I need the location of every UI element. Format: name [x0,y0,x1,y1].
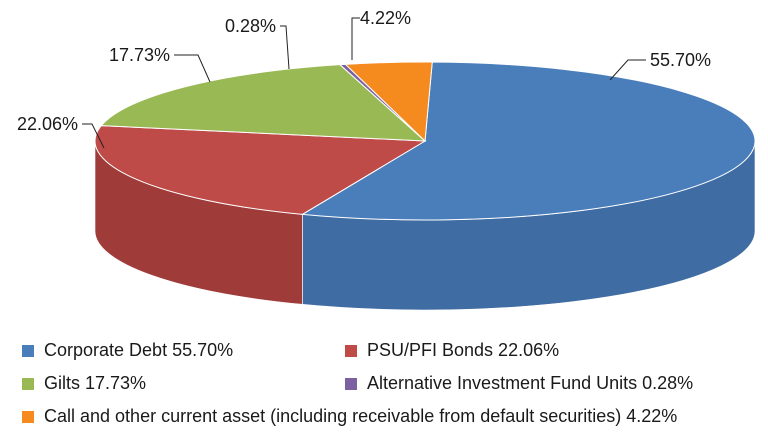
pie-slice-call-and-other-current-asset [344,61,433,143]
data-label-psu-pfi-bonds: 22.06% [17,114,78,134]
data-labels: 55.70% 22.06% 17.73% 0.28% 4.22% [17,8,711,149]
legend-label-psu-pfi-bonds: PSU/PFI Bonds 22.06% [367,340,560,360]
legend-item-psu-pfi-bonds: PSU/PFI Bonds 22.06% [345,340,559,361]
pie-slices [94,61,756,221]
pie-slice-gilts [100,64,427,142]
legend-swatch-call-and-other-current-asset [22,410,34,423]
legend-swatch-gilts [22,377,34,390]
legend-item-call-and-other-current-asset: Call and other current asset (including … [22,406,677,427]
leader-line-gilts [174,54,211,83]
legend-swatch-corporate-debt [22,344,34,357]
legend-swatch-alternative-investment-fund-units [345,377,357,390]
pie-slice-psu-pfi-bonds [94,125,427,215]
leader-line-alternative-investment-fund-units [280,25,290,70]
legend-label-call-and-other-current-asset: Call and other current asset (including … [44,406,678,426]
legend-swatch-psu-pfi-bonds [345,344,357,357]
pie-chart: 55.70% 22.06% 17.73% 0.28% 4.22% [17,8,756,311]
data-label-call-and-other-current-asset: 4.22% [360,8,411,28]
leader-line-psu-pfi-bonds [82,123,105,149]
legend-label-corporate-debt: Corporate Debt 55.70% [44,340,234,360]
pie-slice-corporate-debt [300,61,756,221]
leader-line-call-and-other-current-asset [351,17,360,60]
legend-item-gilts: Gilts 17.73% [22,373,146,394]
legend-item-corporate-debt: Corporate Debt 55.70% [22,340,233,361]
legend-label-gilts: Gilts 17.73% [44,373,147,393]
legend-item-alternative-investment-fund-units: Alternative Investment Fund Units 0.28% [345,373,693,394]
legend-label-alternative-investment-fund-units: Alternative Investment Fund Units 0.28% [367,373,694,393]
data-label-alternative-investment-fund-units: 0.28% [225,16,276,36]
leader-line-corporate-debt [609,59,646,81]
legend: Corporate Debt 55.70% PSU/PFI Bonds 22.0… [0,330,768,444]
data-label-corporate-debt: 55.70% [650,50,711,70]
data-label-gilts: 17.73% [109,45,170,65]
